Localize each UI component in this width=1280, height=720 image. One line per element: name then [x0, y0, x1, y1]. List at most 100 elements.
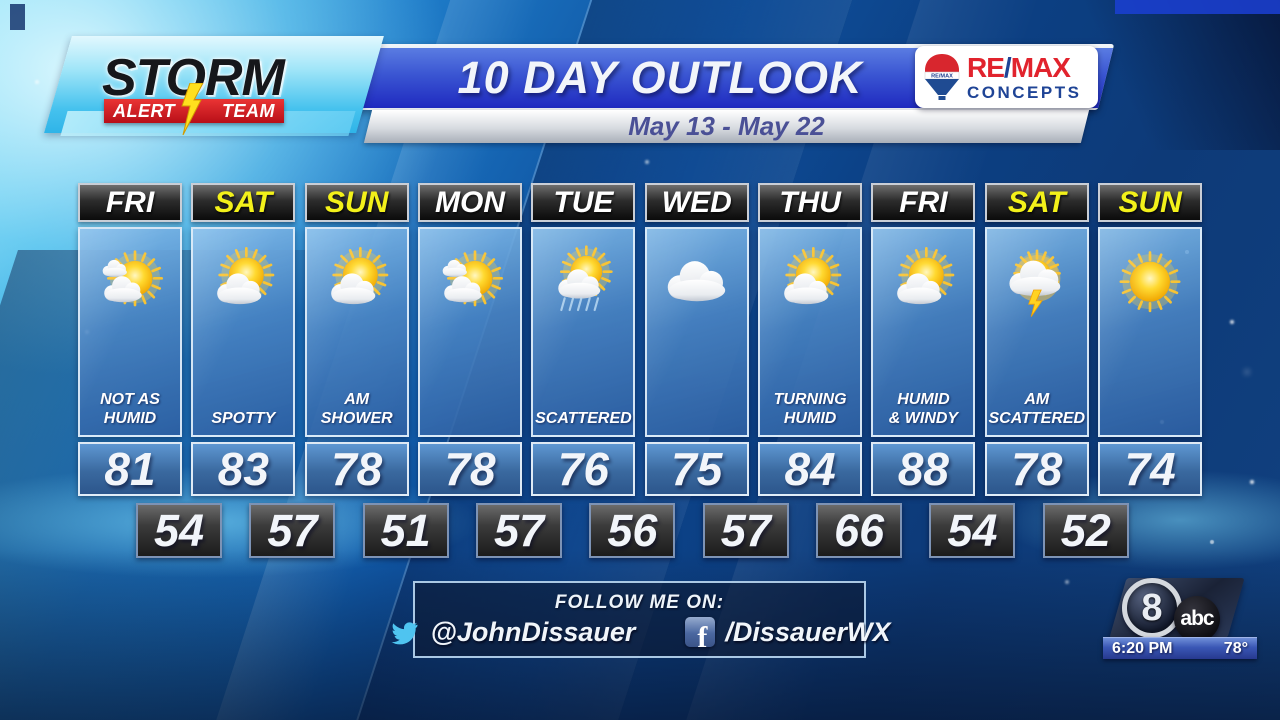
day-label: SAT — [1007, 185, 1066, 219]
condition-text: SPOTTY — [211, 409, 276, 427]
low-temp: 66 — [816, 503, 903, 558]
svg-text:RE/MAX: RE/MAX — [931, 74, 953, 80]
day-label: TUE — [553, 185, 614, 219]
page-title: 10 DAY OUTLOOK — [457, 52, 863, 103]
abc-network-logo: abc — [1174, 596, 1220, 642]
high-temp: 75 — [644, 442, 749, 496]
day-column: FRI NOT AS HUMID 81 — [78, 183, 182, 496]
condition-text: AM SCATTERED — [988, 390, 1086, 427]
cloud-lightning-icon — [987, 231, 1087, 339]
day-label: SUN — [1118, 185, 1182, 219]
low-temp: 52 — [1042, 503, 1129, 558]
day-header: SAT — [191, 183, 296, 222]
forecast-panel — [418, 227, 523, 437]
day-column: SUN AM SHOWER 78 — [304, 183, 409, 496]
follow-heading: FOLLOW ME ON: — [554, 591, 725, 613]
day-label: SAT — [214, 185, 273, 219]
day-column: SUN 74 — [1098, 183, 1203, 496]
high-temp: 81 — [78, 442, 182, 496]
low-temp: 56 — [589, 503, 676, 558]
high-temp: 88 — [871, 442, 976, 496]
day-column: MON 78 — [418, 183, 523, 496]
day-header: FRI — [871, 183, 976, 222]
facebook-icon: f — [685, 617, 716, 647]
high-temp: 74 — [1098, 442, 1203, 496]
high-temp: 83 — [191, 442, 296, 496]
sunny-icon — [1100, 231, 1200, 339]
day-label: MON — [435, 185, 506, 219]
sponsor-logo: RE/MAX RE/MAX CONCEPTS — [915, 46, 1098, 108]
day-header: WED — [644, 183, 749, 222]
day-column: THU TURNING HUMID 84 — [758, 183, 863, 496]
forecast-panel: SPOTTY — [191, 227, 296, 437]
current-temp: 78° — [1223, 639, 1248, 657]
high-temp: 78 — [304, 442, 409, 496]
forecast-panel — [644, 227, 749, 437]
forecast-panel: SCATTERED — [531, 227, 636, 437]
low-temp: 51 — [362, 503, 449, 558]
sun-cloud-rain-icon — [533, 231, 633, 339]
day-label: FRI — [899, 185, 948, 219]
forecast-panel: NOT AS HUMID — [78, 227, 182, 437]
channel-8-logo: 8 — [1122, 578, 1182, 638]
team-label: TEAM — [222, 100, 275, 121]
high-temp: 78 — [418, 442, 523, 496]
low-temp: 54 — [929, 503, 1016, 558]
high-temp: 78 — [984, 442, 1089, 496]
day-label: FRI — [105, 185, 155, 219]
sponsor-subname: CONCEPTS — [967, 82, 1082, 102]
forecast-panel: AM SCATTERED — [984, 227, 1089, 437]
condition-text: SCATTERED — [535, 409, 632, 427]
forecast-panel: TURNING HUMID — [758, 227, 863, 437]
twitter-icon — [391, 621, 418, 644]
date-range: May 13 - May 22 — [628, 111, 825, 141]
sun-clouds-icon — [420, 231, 520, 339]
day-column: SAT AM SCATTERED 78 — [984, 183, 1089, 496]
low-temp: 54 — [136, 503, 222, 558]
forecast-panel: AM SHOWER — [304, 227, 409, 437]
forecast-panel: HUMID & WINDY — [871, 227, 976, 437]
day-column: TUE SCATTERED 76 — [531, 183, 636, 496]
sponsor-wordmark: RE/MAX CONCEPTS — [967, 53, 1082, 102]
forecast-panel — [1098, 227, 1203, 437]
day-header: MON — [418, 183, 523, 222]
day-header: SAT — [984, 183, 1089, 222]
day-column: WED 75 — [644, 183, 749, 496]
sun-cloud-icon — [760, 231, 860, 339]
day-header: SUN — [1098, 183, 1203, 222]
social-follow-bar: FOLLOW ME ON: @JohnDissauer f /DissauerW… — [391, 581, 890, 658]
day-header: THU — [758, 183, 863, 222]
low-temp: 57 — [702, 503, 789, 558]
lightning-bolt-icon — [176, 82, 210, 136]
condition-text: NOT AS HUMID — [100, 390, 160, 427]
time-temp-bar: 6:20 PM 78° — [1103, 637, 1257, 659]
sun-clouds-icon — [80, 231, 180, 339]
condition-text: HUMID & WINDY — [888, 390, 959, 427]
alert-label: ALERT — [113, 100, 176, 121]
cloud-icon — [647, 231, 747, 339]
twitter-handle: @JohnDissauer — [430, 616, 636, 647]
facebook-handle: /DissauerWX — [725, 616, 891, 647]
date-bar: May 13 - May 22 — [363, 110, 1090, 143]
clock-time: 6:20 PM — [1112, 639, 1173, 657]
sun-cloud-icon — [193, 231, 293, 339]
day-label: THU — [779, 185, 841, 219]
top-left-strip — [10, 4, 25, 30]
high-temp: 76 — [531, 442, 636, 496]
condition-text: AM SHOWER — [320, 390, 393, 427]
sun-cloud-icon — [873, 231, 973, 339]
remax-balloon-icon: RE/MAX — [924, 54, 960, 100]
day-label: WED — [661, 185, 732, 219]
top-right-strip — [1115, 0, 1280, 14]
day-header: SUN — [304, 183, 409, 222]
day-header: TUE — [531, 183, 636, 222]
condition-text: TURNING HUMID — [773, 390, 847, 427]
high-temp: 84 — [758, 442, 863, 496]
day-label: SUN — [325, 185, 389, 219]
day-column: SAT SPOTTY 83 — [191, 183, 296, 496]
follow-handles-row: @JohnDissauer f /DissauerWX — [389, 616, 891, 648]
low-temp: 57 — [249, 503, 336, 558]
low-temp: 57 — [476, 503, 563, 558]
day-header: FRI — [78, 183, 182, 222]
